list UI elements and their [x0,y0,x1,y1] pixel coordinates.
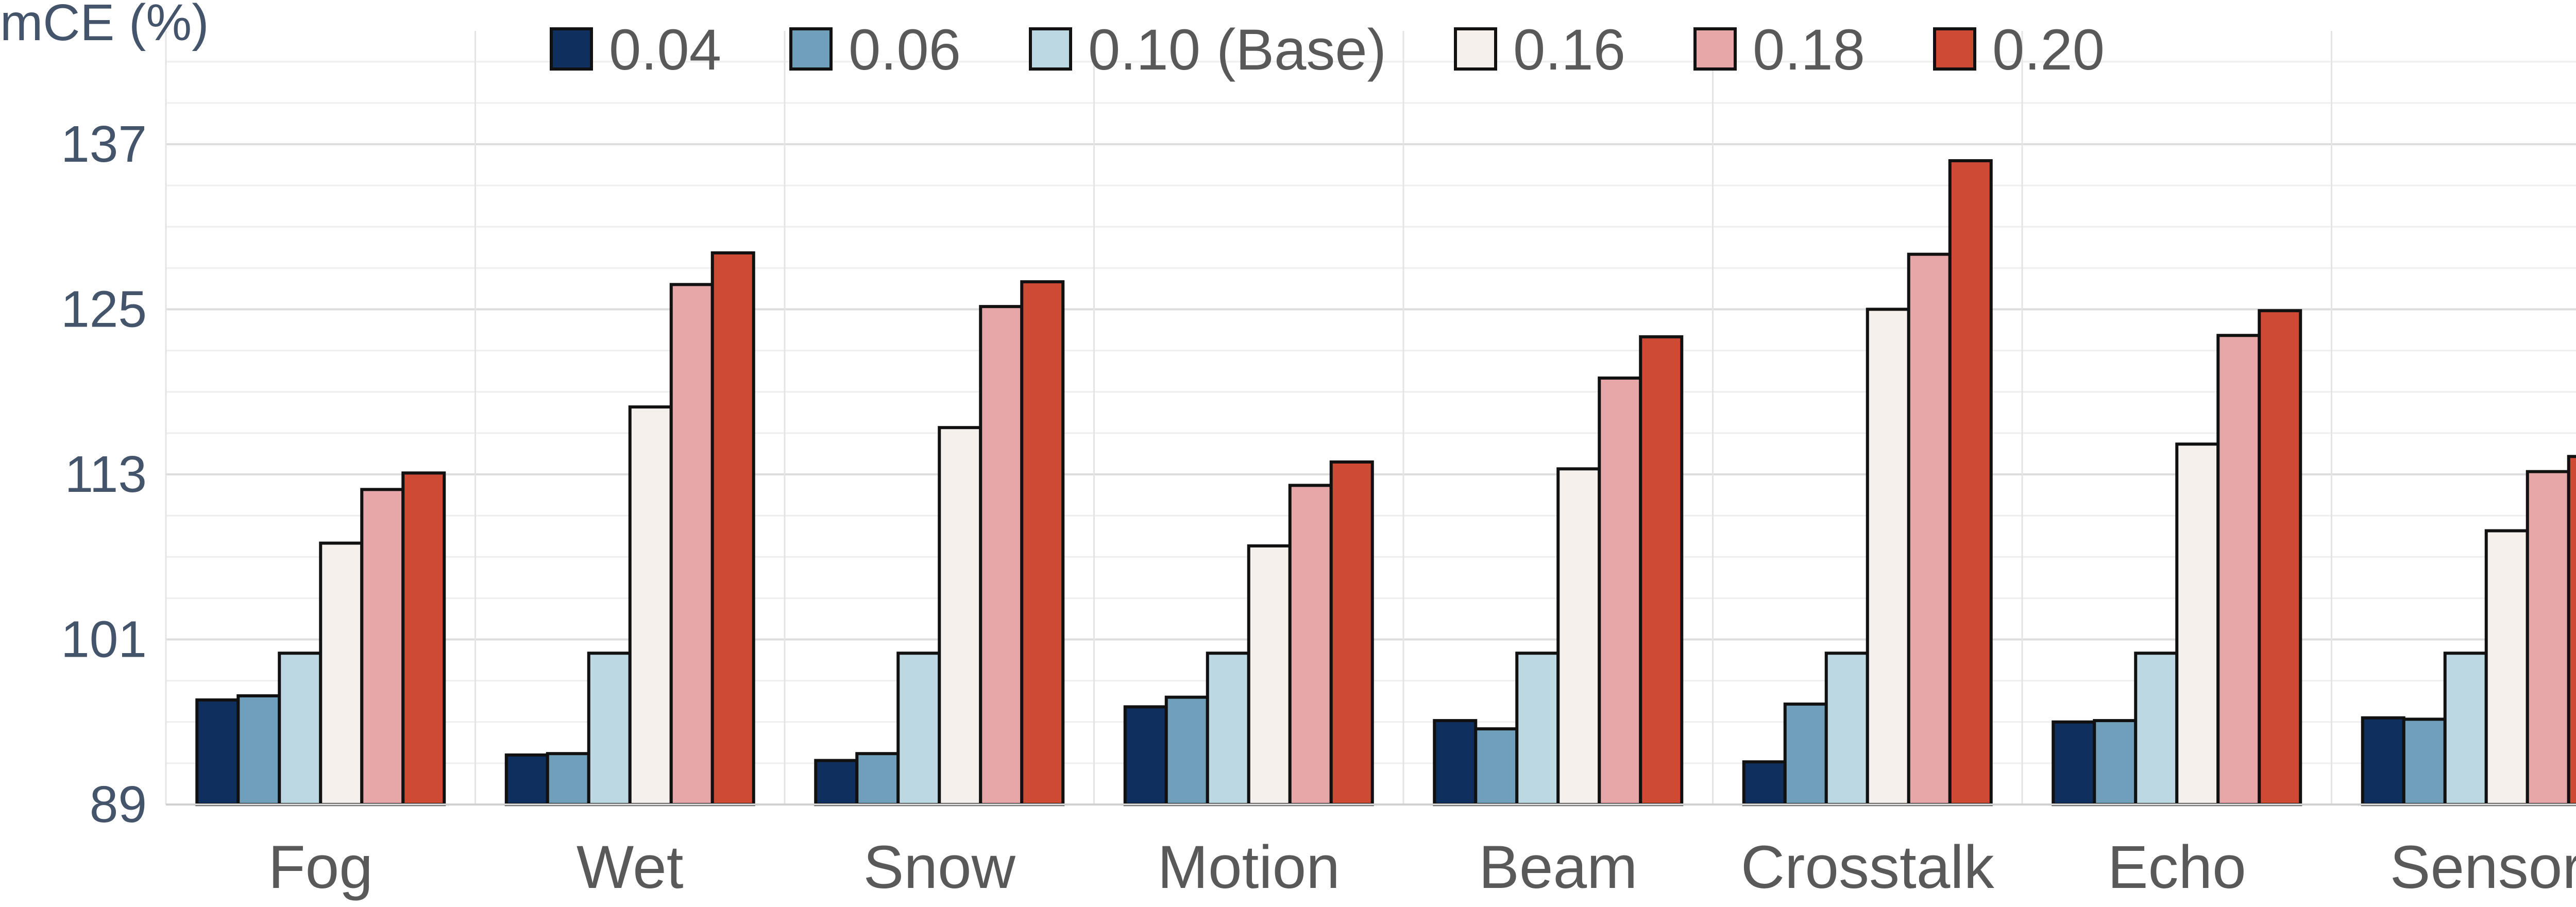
bar [2052,720,2096,806]
bar [1515,652,1560,807]
bar [1948,159,1993,806]
y-tick-label: 89 [90,776,147,833]
bar [587,652,632,807]
bar [1824,652,1869,807]
x-tick-label: Sensor [2390,833,2576,901]
y-tick-label: 125 [61,281,147,338]
legend-swatch [550,27,593,71]
y-tick-label: 101 [61,611,147,669]
y-tick-labels: 89 101 113 125 137 [61,115,147,833]
bar [710,251,755,806]
x-tick-labels: Fog Wet Snow Motion Beam Crosstalk Echo Sensor [268,833,2576,901]
bar [1556,467,1601,806]
legend-label: 0.06 [849,18,961,82]
bar [1866,307,1910,806]
bar [2216,334,2261,806]
bar [979,305,1024,806]
bar [2093,719,2138,807]
y-axis-label: mCE (%) [0,0,209,52]
bar [1247,544,1292,806]
bar [2402,717,2447,806]
legend-label: 0.10 (Base) [1088,18,1386,82]
bar [2443,652,2488,807]
bar [1742,760,1787,807]
bar [1474,727,1519,806]
bar [669,283,714,806]
bar [236,694,281,806]
bar [2134,652,2179,807]
legend: 0.04 0.06 0.10 (Base) 0.16 0.18 0.20 [550,18,2105,82]
legend-swatch [1454,27,1497,71]
bar [195,698,240,807]
legend-swatch [1029,27,1072,71]
bar [2175,442,2220,806]
bar [2526,470,2570,806]
legend-label: 0.20 [1992,18,2105,82]
bar [1288,484,1333,806]
x-tick-label: Wet [577,833,684,901]
bar [1329,460,1374,806]
bar [855,752,900,807]
x-tick-label: Motion [1158,833,1340,901]
x-tick-label: Beam [1479,833,1637,901]
bar [2484,529,2529,806]
bar [1123,705,1168,807]
y-tick-label: 113 [65,446,147,503]
bar [896,652,941,807]
bar [1639,335,1684,806]
x-tick-label: Echo [2108,833,2246,901]
y-tick-label: 137 [61,115,147,173]
bar [2258,309,2302,806]
legend-swatch [1693,27,1737,71]
x-tick-label: Crosstalk [1741,833,1995,901]
legend-label: 0.18 [1753,18,1865,82]
bar [2361,716,2405,807]
bar [278,652,323,807]
bar [1598,377,1642,806]
bar [360,488,405,806]
bar [319,541,364,806]
x-tick-label: Snow [863,833,1016,901]
bar [1433,719,1478,807]
legend-label: 0.04 [609,18,721,82]
x-tick-label: Fog [268,833,373,901]
bar [1206,652,1250,807]
bar [401,471,446,806]
bar [628,405,673,806]
bar [504,753,549,806]
legend-label: 0.16 [1513,18,1625,82]
bar [1020,280,1065,806]
bar [546,752,590,807]
bar [1907,252,1952,807]
bar [1783,703,1828,807]
legend-swatch [1933,27,1976,71]
bars [195,159,2576,807]
legend-swatch [789,27,833,71]
bar [2567,455,2576,806]
bar [814,759,859,806]
bar [1164,695,1209,807]
bar [938,426,982,806]
